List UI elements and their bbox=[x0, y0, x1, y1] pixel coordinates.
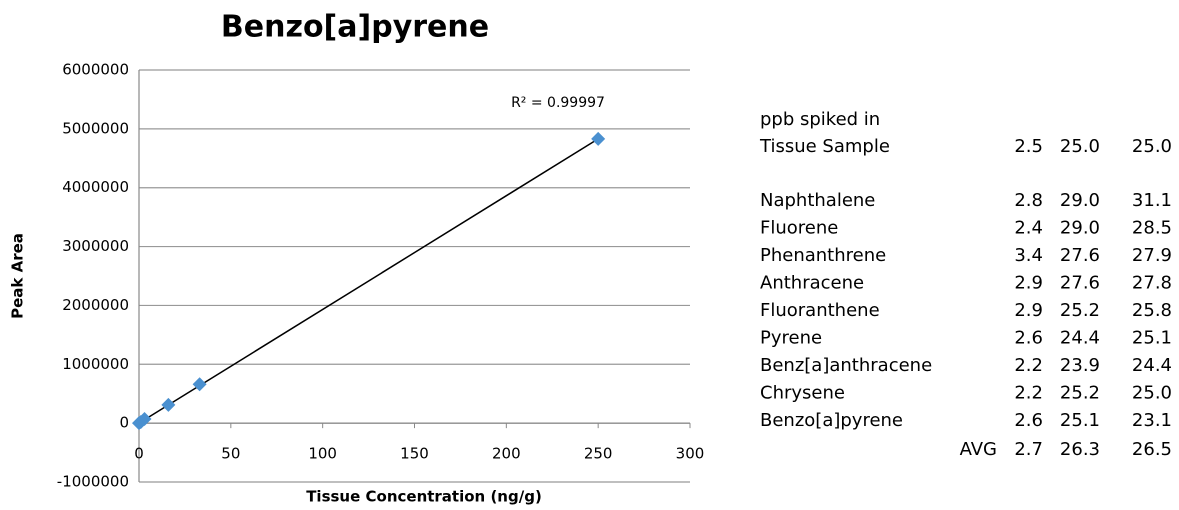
point bbox=[161, 397, 176, 412]
table-cell: 24.4 bbox=[1060, 328, 1100, 349]
x-tick-label: 300 bbox=[676, 445, 705, 463]
x-axis-title: Tissue Concentration (ng/g) bbox=[306, 488, 542, 506]
table-cell: 27.8 bbox=[1132, 273, 1172, 294]
y-tick-label: 2000000 bbox=[62, 296, 129, 314]
table-row-name: Naphthalene bbox=[760, 190, 875, 211]
x-tick-label: 200 bbox=[492, 445, 521, 463]
table-cell: 27.6 bbox=[1060, 245, 1100, 266]
y-tick-label: 6000000 bbox=[62, 61, 129, 79]
table-cell: 24.4 bbox=[1132, 355, 1172, 376]
table-cell: 2.8 bbox=[1014, 190, 1043, 211]
y-tick-label: -1000000 bbox=[57, 473, 129, 491]
y-axis-title: Peak Area bbox=[9, 233, 27, 319]
x-tick-label: 0 bbox=[134, 445, 144, 463]
table-cell: 2.4 bbox=[1014, 218, 1043, 239]
table-row-name: Pyrene bbox=[760, 328, 822, 349]
table-avg-cell: 26.3 bbox=[1060, 439, 1100, 460]
table-avg-cell: 2.7 bbox=[1014, 439, 1043, 460]
table-header-value: 25.0 bbox=[1060, 136, 1100, 157]
table-row-name: Fluoranthene bbox=[760, 300, 880, 321]
table-cell: 29.0 bbox=[1060, 190, 1100, 211]
table-cell: 2.9 bbox=[1014, 300, 1043, 321]
table-row-name: Fluorene bbox=[760, 218, 838, 239]
trendline bbox=[138, 138, 599, 424]
y-tick-label: 1000000 bbox=[62, 355, 129, 373]
table-cell: 25.0 bbox=[1132, 383, 1172, 404]
annotation: R² = 0.99997 bbox=[511, 95, 605, 111]
point bbox=[591, 131, 606, 146]
table-cell: 25.8 bbox=[1132, 300, 1172, 321]
point bbox=[192, 377, 207, 392]
table-avg-cell: 26.5 bbox=[1132, 439, 1172, 460]
x-tick-label: 50 bbox=[221, 445, 240, 463]
x-tick-label: 150 bbox=[400, 445, 429, 463]
x-tick-label: 100 bbox=[308, 445, 337, 463]
table-row-name: Chrysene bbox=[760, 383, 845, 404]
y-tick-label: 5000000 bbox=[62, 119, 129, 137]
table-cell: 25.1 bbox=[1132, 328, 1172, 349]
table-cell: 28.5 bbox=[1132, 218, 1172, 239]
table-row-name: Anthracene bbox=[760, 273, 864, 294]
point bbox=[137, 412, 152, 427]
table-cell: 25.2 bbox=[1060, 383, 1100, 404]
table-cell: 25.2 bbox=[1060, 300, 1100, 321]
table-cell: 23.9 bbox=[1060, 355, 1100, 376]
table-header: ppb spiked in bbox=[760, 109, 880, 130]
table-row-name: Benzo[a]pyrene bbox=[760, 410, 903, 431]
y-tick-label: 3000000 bbox=[62, 237, 129, 255]
y-tick-label: 4000000 bbox=[62, 178, 129, 196]
table-row-name: Phenanthrene bbox=[760, 245, 886, 266]
table-cell: 31.1 bbox=[1132, 190, 1172, 211]
table-cell: 2.6 bbox=[1014, 328, 1043, 349]
table-cell: 2.2 bbox=[1014, 383, 1043, 404]
y-tick-label: 0 bbox=[119, 414, 129, 432]
table-cell: 23.1 bbox=[1132, 410, 1172, 431]
x-tick-label: 250 bbox=[584, 445, 613, 463]
chart-title: Benzo[a]pyrene bbox=[221, 10, 489, 45]
table-cell: 2.6 bbox=[1014, 410, 1043, 431]
table-header-value: 25.0 bbox=[1132, 136, 1172, 157]
table-row-name: Benz[a]anthracene bbox=[760, 355, 932, 376]
table-cell: 2.9 bbox=[1014, 273, 1043, 294]
table-header-value: 2.5 bbox=[1014, 136, 1043, 157]
table-cell: 27.9 bbox=[1132, 245, 1172, 266]
table-cell: 25.1 bbox=[1060, 410, 1100, 431]
table-cell: 3.4 bbox=[1014, 245, 1043, 266]
table-avg-label: AVG bbox=[960, 439, 997, 460]
table-cell: 29.0 bbox=[1060, 218, 1100, 239]
table-cell: 2.2 bbox=[1014, 355, 1043, 376]
table-cell: 27.6 bbox=[1060, 273, 1100, 294]
table-header: Tissue Sample bbox=[759, 136, 890, 157]
